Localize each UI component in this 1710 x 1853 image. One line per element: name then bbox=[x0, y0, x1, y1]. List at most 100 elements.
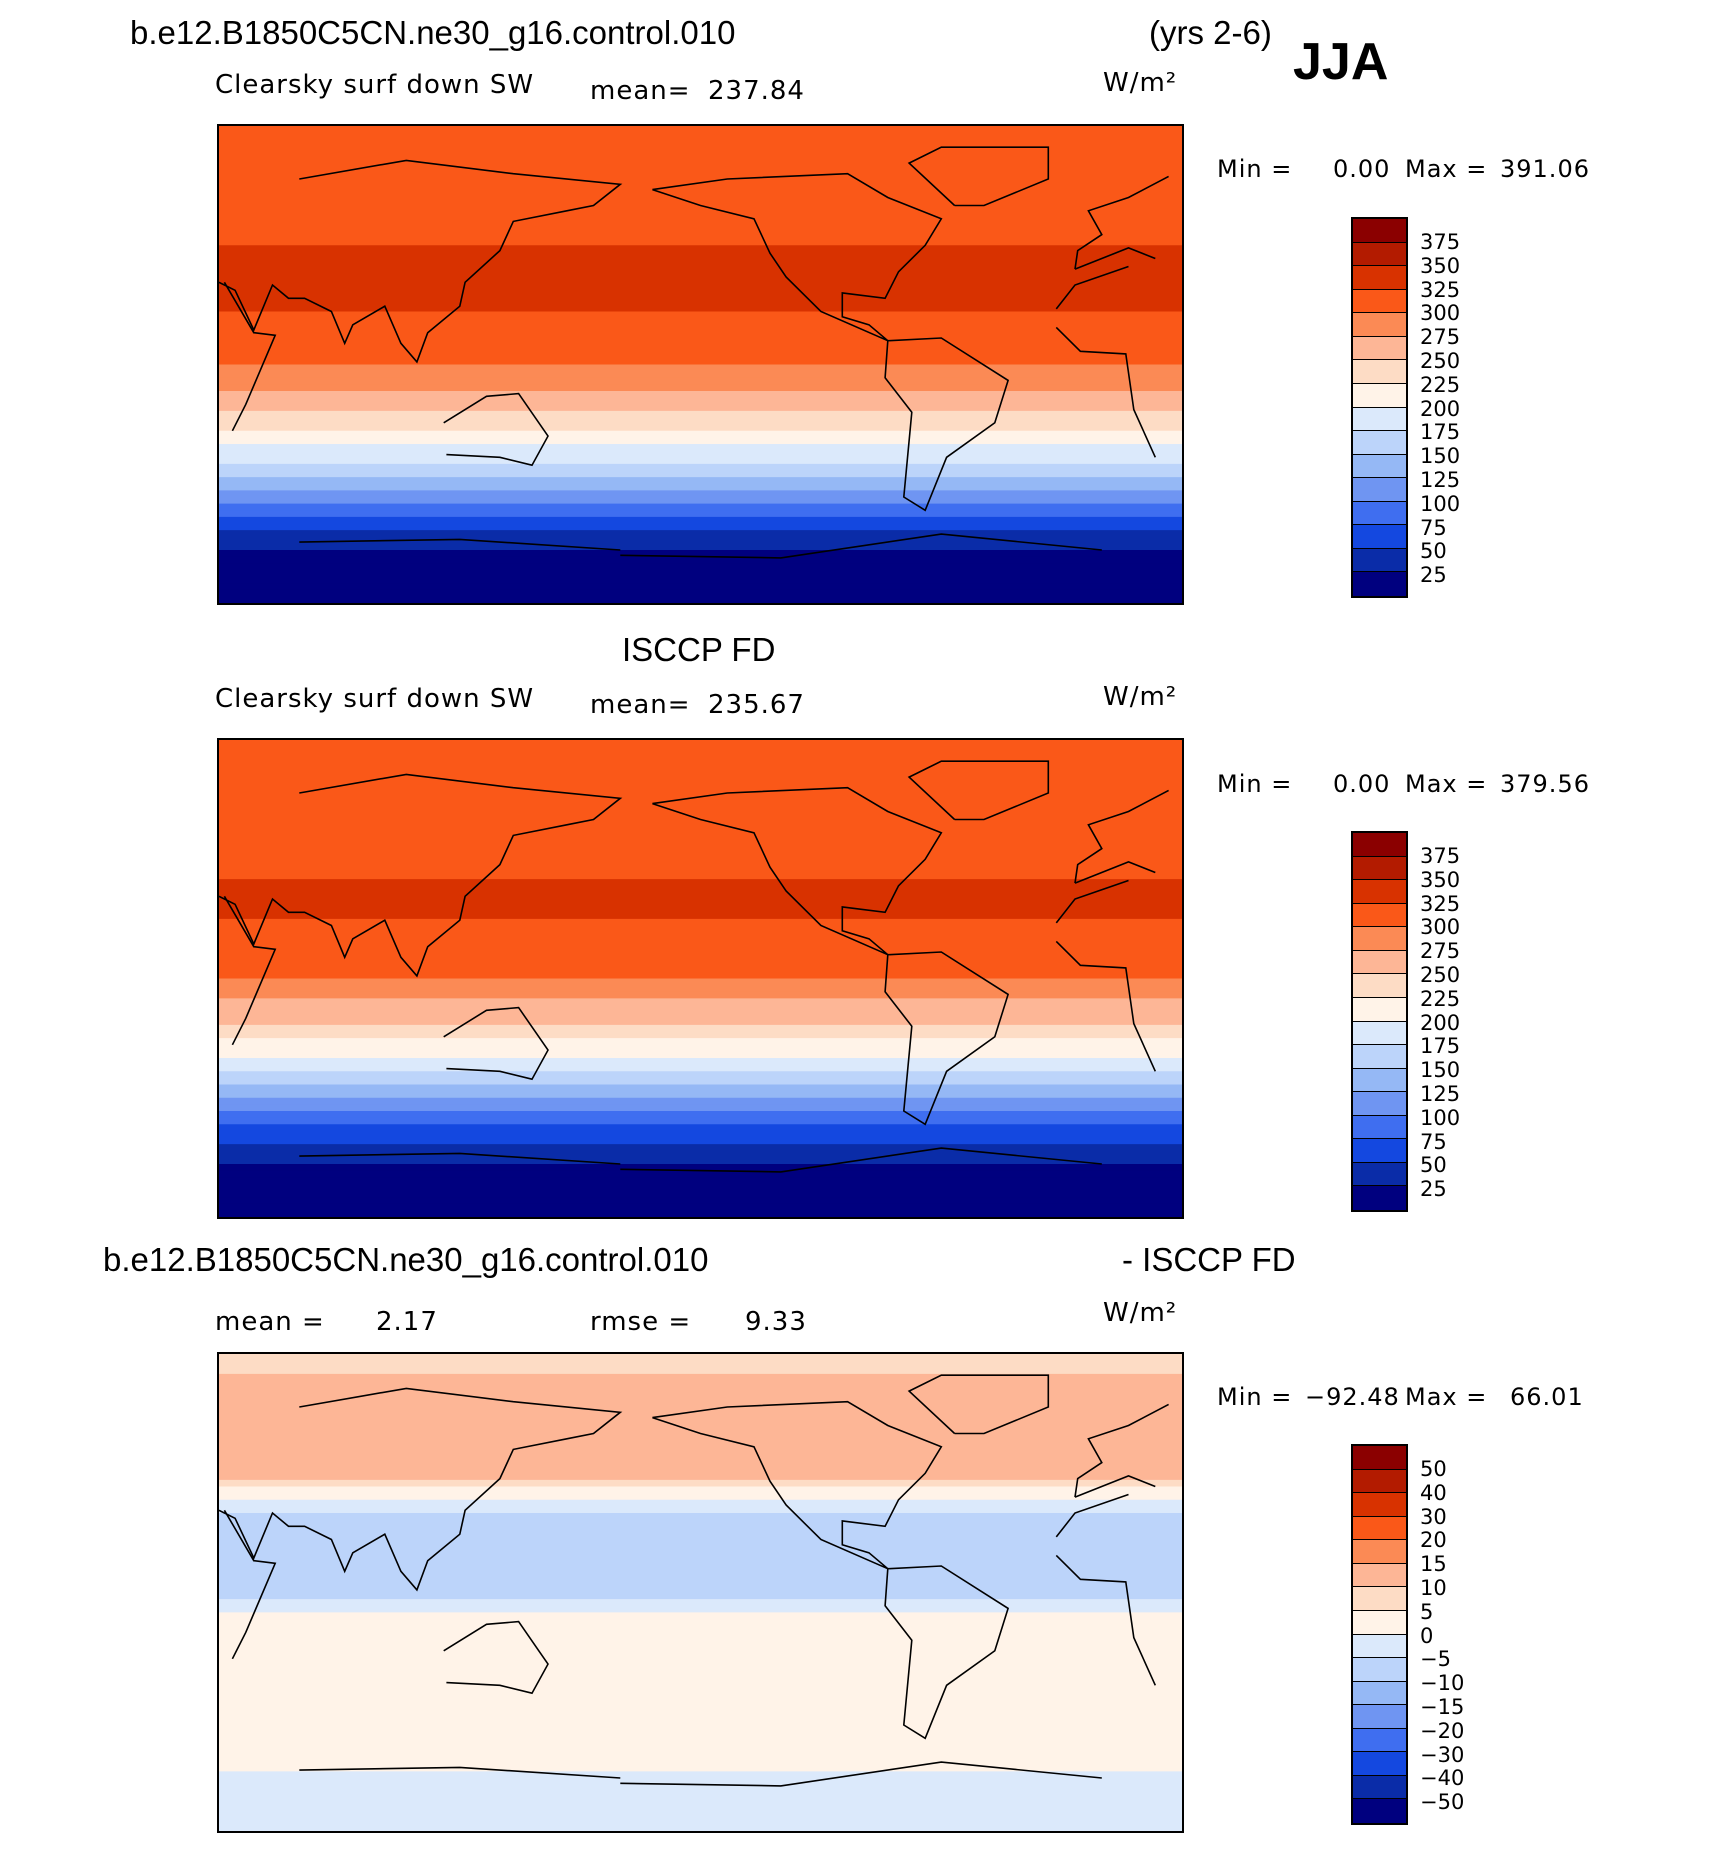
map-band bbox=[219, 1685, 1182, 1693]
colorbar-tick-label: −20 bbox=[1420, 1718, 1465, 1743]
map-band bbox=[219, 1024, 1182, 1033]
colorbar-tick-label: 50 bbox=[1420, 1153, 1447, 1178]
map-band bbox=[219, 225, 1182, 233]
map-band bbox=[219, 1137, 1182, 1145]
panel2-mean-value: 235.67 bbox=[708, 690, 805, 720]
colorbar-tick-label: −5 bbox=[1420, 1647, 1451, 1672]
map-band bbox=[219, 938, 1182, 946]
coastline bbox=[1074, 1475, 1156, 1498]
panel3-units: W/m² bbox=[1103, 1298, 1178, 1328]
map-band bbox=[219, 172, 1182, 180]
map-band bbox=[219, 1473, 1182, 1481]
map-band bbox=[219, 1811, 1182, 1819]
coastline bbox=[907, 146, 1050, 207]
colorbar-swatch bbox=[1353, 1021, 1406, 1046]
colorbar-tick-label: 150 bbox=[1420, 444, 1461, 469]
map-band bbox=[219, 826, 1182, 834]
coastline bbox=[1055, 940, 1157, 1072]
map-band bbox=[219, 139, 1182, 147]
map-band bbox=[219, 1731, 1182, 1739]
map-band bbox=[219, 596, 1182, 603]
colorbar-tick-label: 25 bbox=[1420, 1177, 1447, 1202]
map-band bbox=[219, 1183, 1182, 1192]
map-band bbox=[219, 1506, 1182, 1514]
panel2-title: ISCCP FD bbox=[622, 631, 776, 668]
map-band bbox=[219, 503, 1182, 511]
colorbar-tick-label: −40 bbox=[1420, 1766, 1465, 1791]
map-band bbox=[219, 1718, 1182, 1726]
colorbar-swatch bbox=[1353, 478, 1406, 502]
coastline bbox=[443, 1006, 549, 1081]
coastline bbox=[223, 1509, 277, 1660]
map-band bbox=[219, 1038, 1182, 1046]
coastline bbox=[223, 281, 277, 432]
map-band bbox=[219, 852, 1182, 860]
map-band bbox=[219, 397, 1182, 405]
coastline bbox=[1074, 247, 1156, 270]
map-band bbox=[219, 740, 1182, 748]
map-band bbox=[219, 1387, 1182, 1395]
map-band bbox=[219, 437, 1182, 445]
colorbar-tick-label: −50 bbox=[1420, 1790, 1465, 1815]
map-band bbox=[219, 1672, 1182, 1680]
colorbar-swatch bbox=[1353, 572, 1406, 596]
map-band bbox=[219, 384, 1182, 392]
map-band bbox=[219, 859, 1182, 867]
map-band bbox=[219, 1479, 1182, 1488]
map-band bbox=[219, 1513, 1182, 1521]
panel3-mean-value: 2.17 bbox=[376, 1307, 438, 1337]
map-band bbox=[219, 404, 1182, 412]
map-band bbox=[219, 1572, 1182, 1580]
coastline bbox=[223, 895, 277, 1046]
colorbar-tick-label: 50 bbox=[1420, 539, 1447, 564]
colorbar-swatch bbox=[1353, 289, 1406, 314]
map-band bbox=[219, 245, 1182, 253]
map-band bbox=[219, 839, 1182, 847]
map-band bbox=[219, 145, 1182, 154]
colorbar-tick-label: 10 bbox=[1420, 1576, 1447, 1600]
colorbar-tick-label: 25 bbox=[1420, 563, 1447, 588]
map-band bbox=[219, 746, 1182, 754]
panel2-min-value: 0.00 bbox=[1333, 770, 1391, 798]
map-band bbox=[219, 945, 1182, 953]
coastline bbox=[884, 951, 1010, 1126]
colorbar-swatch bbox=[1353, 1681, 1406, 1706]
map-band bbox=[219, 1764, 1182, 1772]
coastline bbox=[1055, 1554, 1157, 1686]
map-band bbox=[219, 773, 1182, 781]
panel1-map bbox=[217, 124, 1184, 605]
panel2-max-label: Max = bbox=[1405, 770, 1488, 798]
map-band bbox=[219, 212, 1182, 220]
map-band bbox=[219, 1400, 1182, 1408]
panel2-map-svg bbox=[219, 740, 1182, 1217]
map-band bbox=[219, 1804, 1182, 1812]
map-band bbox=[219, 1177, 1182, 1185]
map-band bbox=[219, 1605, 1182, 1613]
coastline bbox=[443, 1620, 549, 1695]
map-band bbox=[219, 1071, 1182, 1079]
map-band bbox=[219, 1044, 1182, 1052]
map-band bbox=[219, 1420, 1182, 1428]
map-band bbox=[219, 879, 1182, 887]
map-band bbox=[219, 1711, 1182, 1719]
colorbar-tick-label: 40 bbox=[1420, 1480, 1447, 1505]
colorbar-swatch bbox=[1353, 242, 1406, 267]
map-band bbox=[219, 1130, 1182, 1139]
colorbar-swatch bbox=[1353, 1775, 1406, 1800]
panel3-rmse-value: 9.33 bbox=[745, 1307, 807, 1337]
colorbar-tick-label: 175 bbox=[1420, 420, 1461, 445]
panel2-variable: Clearsky surf down SW bbox=[215, 684, 535, 714]
colorbar-swatch bbox=[1353, 1446, 1406, 1470]
coastline bbox=[620, 1147, 1102, 1173]
map-band bbox=[219, 1652, 1182, 1660]
map-band bbox=[219, 952, 1182, 960]
map-band bbox=[219, 779, 1182, 787]
map-band bbox=[219, 364, 1182, 372]
map-band bbox=[219, 885, 1182, 893]
panel1-mean-value: 237.84 bbox=[708, 76, 805, 106]
map-band bbox=[219, 1645, 1182, 1653]
colorbar-swatch bbox=[1353, 360, 1406, 384]
panel3-max-value: 66.01 bbox=[1510, 1383, 1584, 1411]
colorbar-swatch bbox=[1353, 1799, 1406, 1823]
colorbar-swatch bbox=[1353, 833, 1406, 857]
